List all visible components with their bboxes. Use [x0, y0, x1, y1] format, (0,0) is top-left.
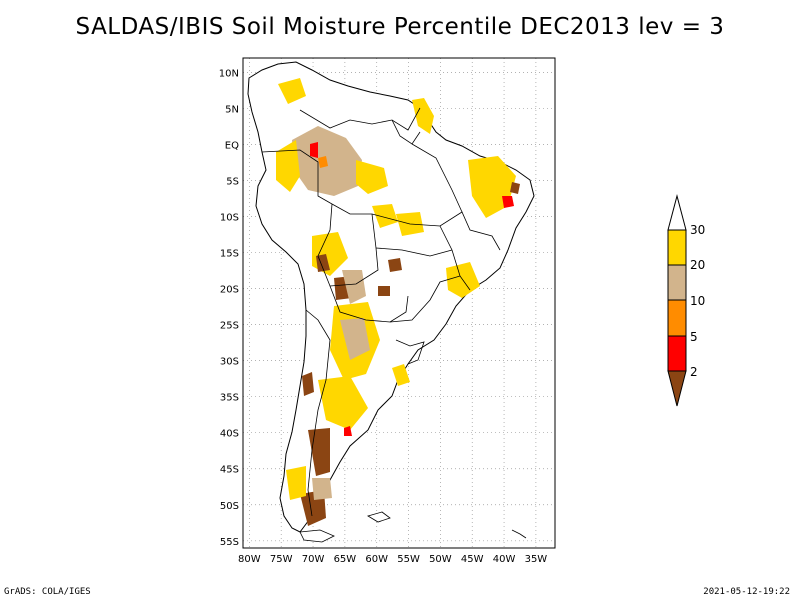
lat-tick-label: 45S [220, 465, 239, 476]
legend-arrow-top [667, 194, 687, 231]
patch-orange-amazon [318, 156, 328, 168]
patch-yellow-amazon [276, 140, 300, 192]
legend-swatch-2-5 [667, 335, 687, 372]
lat-tick-label: 10N [219, 68, 239, 79]
lat-tick-label: 25S [220, 321, 239, 332]
lon-tick-label: 70W [302, 554, 325, 565]
lat-tick-label: 10S [220, 213, 239, 224]
lon-tick-label: 45W [461, 554, 484, 565]
lat-tick-label: 20S [220, 285, 239, 296]
lat-tick-label: 30S [220, 357, 239, 368]
lat-tick-label: 5N [225, 104, 239, 115]
lon-tick-label: 55W [397, 554, 420, 565]
legend-label-10: 10 [690, 294, 705, 308]
lat-tick-label: EQ [225, 140, 239, 151]
south-georgia-coast [511, 529, 527, 539]
lon-tick-label: 35W [525, 554, 548, 565]
legend-label-30: 30 [690, 223, 705, 237]
lat-tick-label: 35S [220, 393, 239, 404]
legend-swatch-5-10 [667, 299, 687, 337]
patch-yellow-north [278, 78, 306, 104]
legend-swatch-20-30 [667, 229, 687, 266]
lat-tick-label: 40S [220, 429, 239, 440]
legend-arrow-bottom [667, 370, 687, 407]
patch-brown-mato-grosso2 [378, 286, 390, 296]
longitude-tick-labels: 80W 75W 70W 65W 60W 55W 50W 45W 40W 35W [238, 554, 547, 565]
lat-tick-label: 55S [220, 537, 239, 548]
map-border [242, 57, 556, 549]
patch-tan-chaco [342, 270, 366, 304]
latitude-tick-labels: 10N 5N EQ 5S 10S 15S 20S 25S 30S 35S 40S 45S 50S 55S [219, 68, 239, 547]
falkland-islands [367, 511, 391, 523]
patch-yellow-amazon-east [356, 160, 388, 194]
patch-tan-argentina-north [340, 318, 370, 360]
patch-yellow-argentina-center [318, 376, 368, 430]
patch-yellow-patagonia [286, 466, 306, 500]
patch-brown-bolivia [316, 254, 330, 272]
lon-tick-label: 60W [365, 554, 388, 565]
patch-red-northeast [502, 196, 514, 208]
country-borders [261, 107, 501, 517]
legend-label-2: 2 [690, 365, 698, 379]
patch-brown-andes [302, 372, 314, 396]
legend-swatch-10-20 [667, 264, 687, 301]
tierra-del-fuego [299, 529, 335, 543]
patch-yellow-uruguay [392, 364, 410, 386]
legend-label-20: 20 [690, 258, 705, 272]
lon-tick-label: 50W [429, 554, 452, 565]
map-title: SALDAS/IBIS Soil Moisture Percentile DEC… [75, 14, 725, 40]
legend-colorbar: 30 20 10 5 2 [667, 194, 705, 407]
footer-timestamp: 2021-05-12-19:22 [703, 587, 790, 597]
patch-brown-northeast [510, 182, 520, 194]
lat-tick-label: 15S [220, 249, 239, 260]
patch-red-argentina [344, 426, 352, 436]
lat-tick-label: 50S [220, 501, 239, 512]
lon-tick-label: 65W [334, 554, 357, 565]
patch-tan-patagonia [312, 478, 332, 500]
lon-tick-label: 40W [493, 554, 516, 565]
legend-label-5: 5 [690, 330, 698, 344]
patch-yellow-center [372, 204, 398, 228]
lon-tick-label: 80W [238, 554, 261, 565]
footer-credit: GrADS: COLA/IGES [4, 587, 91, 597]
lon-tick-label: 75W [270, 554, 293, 565]
patch-yellow-guiana [412, 98, 434, 134]
lat-tick-label: 5S [226, 177, 239, 188]
patch-red-amazon [310, 142, 318, 158]
patch-brown-mato-grosso [388, 258, 402, 272]
